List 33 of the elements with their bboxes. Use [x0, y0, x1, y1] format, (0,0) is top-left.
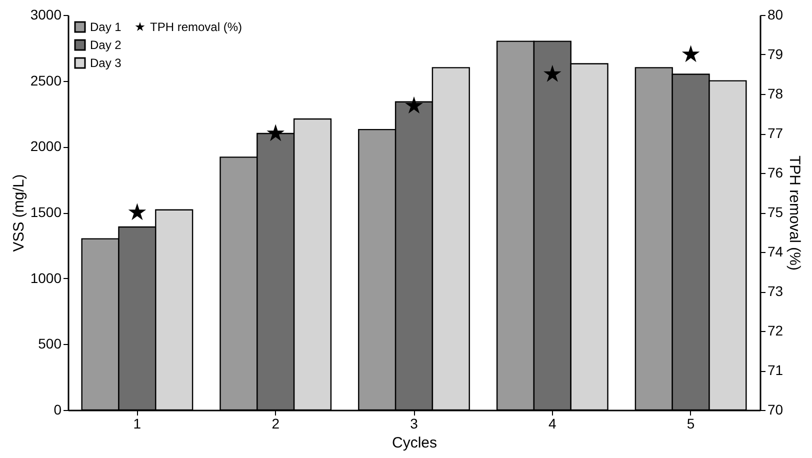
y2-tick-label: 73	[768, 283, 784, 299]
point	[268, 126, 282, 140]
y2-tick-label: 78	[768, 86, 784, 102]
point	[130, 205, 144, 218]
y-tick-label: 2000	[30, 138, 62, 154]
legend-label: TPH removal (%)	[150, 20, 242, 34]
y-axis-title: VSS (mg/L)	[10, 174, 28, 252]
y2-tick-label: 75	[768, 204, 784, 220]
x-tick-label: 2	[272, 416, 280, 432]
y2-tick-label: 70	[768, 402, 784, 418]
x-axis-title: Cycles	[392, 434, 438, 452]
y2-axis-title: TPH removal (%)	[786, 155, 804, 271]
x-tick-label: 5	[686, 416, 695, 432]
y2-tick-label: 76	[768, 164, 784, 180]
y-tick-label: 2500	[30, 72, 62, 88]
legend-label: Day 3	[90, 56, 122, 70]
x-tick-label: 4	[548, 416, 556, 432]
y2-tick-label: 72	[768, 322, 784, 338]
point	[684, 47, 698, 60]
legend-label: Day 2	[90, 38, 122, 52]
y2-tick-label: 77	[768, 125, 784, 141]
y2-tick-label: 79	[768, 46, 784, 62]
legend-label: Day 1	[90, 20, 122, 34]
y2-tick-label: 74	[768, 244, 784, 260]
y-tick-label: 1000	[30, 270, 62, 286]
y2-tick-label: 71	[768, 362, 784, 378]
y2-tick-label: 80	[768, 6, 784, 22]
x-tick-label: 3	[410, 416, 418, 432]
x-tick-label: 1	[133, 416, 142, 432]
y-tick-label: 3000	[30, 6, 62, 22]
y-tick-label: 500	[38, 336, 62, 352]
y-tick-label: 0	[54, 402, 62, 418]
y-tick-label: 1500	[30, 204, 62, 220]
